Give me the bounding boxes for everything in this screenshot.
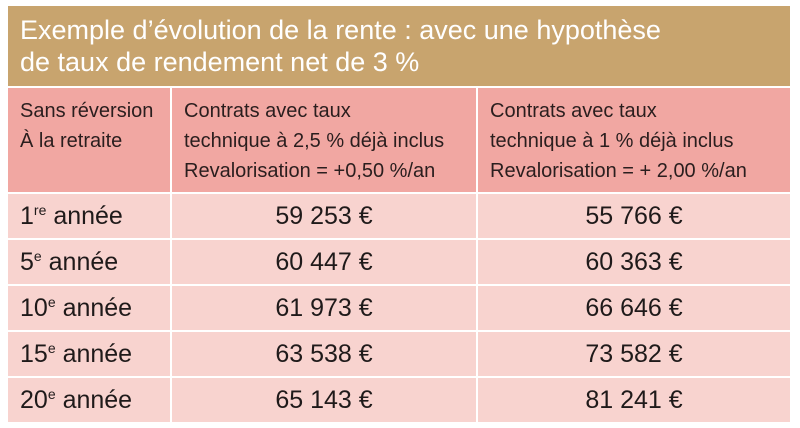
year-word: année — [62, 386, 133, 414]
row-label: 10e année — [8, 286, 172, 330]
table-row: 5e année 60 447 € 60 363 € — [8, 240, 790, 284]
row-label: 20e année — [8, 378, 172, 422]
value-cell: 61 973 € — [172, 286, 478, 330]
value-cell: 55 766 € — [478, 194, 790, 238]
year-number: 20 — [20, 386, 48, 414]
ordinal-suffix: e — [33, 248, 42, 264]
year-number: 10 — [20, 294, 48, 322]
year-word: année — [53, 202, 123, 230]
year-word: année — [62, 340, 133, 368]
header-text: technique à 2,5 % déjà inclus — [184, 130, 445, 152]
value-cell: 60 447 € — [172, 240, 478, 284]
header-text: Sans réversion — [20, 100, 154, 122]
value-cell: 66 646 € — [478, 286, 790, 330]
value-cell: 63 538 € — [172, 332, 478, 376]
year-word: année — [62, 294, 133, 322]
value-cell: 73 582 € — [478, 332, 790, 376]
header-text: Revalorisation = +0,50 %/an — [184, 160, 436, 182]
header-col-taux-1: Contrats avec taux technique à 1 % déjà … — [478, 88, 790, 192]
table-row: 15e année 63 538 € 73 582 € — [8, 332, 790, 376]
row-label: 15e année — [8, 332, 172, 376]
table-title: Exemple d’évolution de la rente : avec u… — [8, 6, 790, 86]
year-number: 1 — [20, 202, 34, 230]
table-header: Sans réversion À la retraite Contrats av… — [8, 88, 790, 192]
header-col-reversion: Sans réversion À la retraite — [8, 88, 172, 192]
table-row: 10e année 61 973 € 66 646 € — [8, 286, 790, 330]
value-cell: 59 253 € — [172, 194, 478, 238]
ordinal-suffix: e — [47, 294, 56, 310]
header-text: Contrats avec taux — [490, 100, 657, 122]
ordinal-suffix: e — [47, 386, 56, 402]
table-row: 1re année 59 253 € 55 766 € — [8, 194, 790, 238]
value-cell: 65 143 € — [172, 378, 478, 422]
row-label: 5e année — [8, 240, 172, 284]
title-line-2: de taux de rendement net de 3 % — [20, 47, 420, 77]
header-text: Revalorisation = + 2,00 %/an — [490, 160, 747, 182]
header-text: À la retraite — [20, 130, 123, 152]
value-cell: 81 241 € — [478, 378, 790, 422]
header-text: Contrats avec taux — [184, 100, 351, 122]
table-body: 1re année 59 253 € 55 766 € 5e année 60 … — [8, 194, 790, 424]
header-text: technique à 1 % déjà inclus — [490, 130, 734, 152]
year-word: année — [48, 248, 119, 276]
ordinal-suffix: e — [47, 340, 56, 356]
ordinal-suffix: re — [33, 202, 47, 218]
year-number: 15 — [20, 340, 48, 368]
year-number: 5 — [20, 248, 34, 276]
table-row: 20e année 65 143 € 81 241 € — [8, 378, 790, 422]
title-line-1: Exemple d’évolution de la rente : avec u… — [20, 15, 661, 45]
row-label: 1re année — [8, 194, 172, 238]
value-cell: 60 363 € — [478, 240, 790, 284]
header-col-taux-2-5: Contrats avec taux technique à 2,5 % déj… — [172, 88, 478, 192]
